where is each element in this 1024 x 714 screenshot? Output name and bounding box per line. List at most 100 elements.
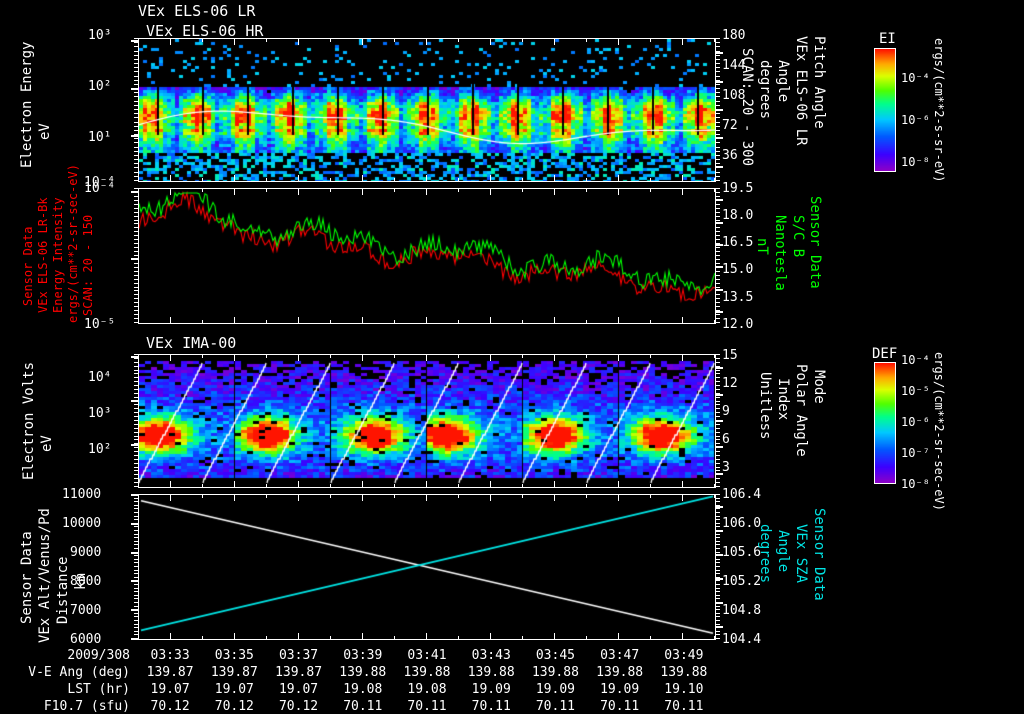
axis-tick xyxy=(716,606,720,607)
axis-tick xyxy=(134,76,138,77)
axis-tick xyxy=(131,494,138,496)
panel3-y2tick-0: 15 xyxy=(722,348,738,363)
panel4-right-label-3: Angle xyxy=(775,530,791,573)
axis-tick xyxy=(134,105,138,106)
axis-tick xyxy=(716,394,723,396)
panel2-right-label-3: Nanotesla xyxy=(772,215,788,291)
axis-tick xyxy=(586,188,587,192)
axis-tick xyxy=(586,320,587,324)
axis-tick xyxy=(134,109,138,110)
axis-tick xyxy=(134,478,138,479)
axis-tick xyxy=(202,178,203,182)
axis-tick xyxy=(522,484,523,488)
axis-tick xyxy=(330,178,331,182)
bottom-cell-f107-1: 70.12 xyxy=(214,699,254,714)
axis-tick xyxy=(716,287,720,288)
axis-tick xyxy=(716,275,720,276)
axis-tick xyxy=(716,55,720,56)
axis-tick xyxy=(234,188,235,195)
axis-tick xyxy=(134,443,138,444)
axis-tick xyxy=(716,142,720,143)
colorbar1 xyxy=(874,48,896,172)
axis-tick xyxy=(134,294,138,295)
axis-tick xyxy=(716,63,720,64)
bottom-cell-lst-1: 19.07 xyxy=(214,682,254,697)
bottom-row-label-f107: F10.7 (sfu) xyxy=(43,699,130,714)
axis-tick xyxy=(134,208,138,209)
axis-tick xyxy=(134,512,138,513)
axis-tick xyxy=(426,188,427,195)
axis-tick xyxy=(202,38,203,42)
axis-tick xyxy=(134,609,138,610)
axis-tick xyxy=(134,385,138,386)
axis-tick xyxy=(716,467,720,468)
axis-tick xyxy=(716,562,720,563)
axis-tick xyxy=(716,88,720,89)
axis-tick xyxy=(716,389,720,390)
axis-tick xyxy=(134,42,138,43)
bottom-cell-lst-7: 19.09 xyxy=(600,682,640,697)
colorbar2-units: ergs/(cm**2-sr-sec-eV) xyxy=(932,352,946,511)
axis-tick xyxy=(170,188,171,195)
axis-tick xyxy=(716,231,720,232)
axis-tick xyxy=(131,580,138,582)
axis-tick xyxy=(716,459,720,460)
axis-tick xyxy=(716,223,720,224)
axis-tick xyxy=(131,444,138,446)
panel2-left-label-1: Sensor Data xyxy=(21,226,35,306)
axis-tick xyxy=(650,320,651,324)
axis-tick xyxy=(714,494,715,498)
axis-tick xyxy=(134,470,138,471)
axis-tick xyxy=(298,188,299,195)
panel1-ytick-0: 10³ xyxy=(88,28,112,43)
axis-tick xyxy=(716,220,720,221)
axis-tick xyxy=(716,271,720,272)
axis-tick xyxy=(131,609,138,611)
axis-tick xyxy=(134,122,138,123)
panel1-right-label-4: degrees xyxy=(757,60,773,120)
panel3-y2tick-3: 6 xyxy=(722,432,730,447)
axis-tick xyxy=(134,117,138,118)
axis-tick xyxy=(716,526,720,527)
axis-tick xyxy=(134,526,138,527)
axis-tick xyxy=(134,498,138,499)
axis-tick xyxy=(714,636,715,640)
axis-tick xyxy=(426,481,427,488)
axis-tick xyxy=(716,428,720,429)
axis-tick xyxy=(554,188,555,195)
axis-tick xyxy=(490,38,491,45)
axis-tick xyxy=(134,447,138,448)
axis-tick xyxy=(618,494,619,501)
axis-tick xyxy=(134,377,138,378)
axis-tick xyxy=(554,175,555,182)
axis-tick xyxy=(716,537,720,538)
colorbar2-tick-4: 10⁻⁸ xyxy=(901,477,930,491)
axis-tick xyxy=(716,196,720,197)
axis-tick xyxy=(134,188,138,189)
colorbar1-tick-1: 10⁻⁶ xyxy=(901,113,930,127)
axis-tick xyxy=(134,134,138,135)
axis-tick xyxy=(131,356,138,358)
axis-tick xyxy=(134,101,138,102)
axis-tick xyxy=(714,354,715,358)
axis-tick xyxy=(682,188,683,195)
panel1-left-axis-units: eV xyxy=(37,123,53,140)
axis-tick xyxy=(134,306,138,307)
bottom-cell-ve-ang-1: 139.87 xyxy=(210,665,258,680)
axis-tick xyxy=(134,130,138,131)
panel4-right-label-1: Sensor Data xyxy=(811,508,827,601)
axis-tick xyxy=(716,306,720,307)
bottom-cell-time-2: 03:37 xyxy=(278,648,319,663)
axis-tick xyxy=(134,92,138,93)
axis-tick xyxy=(134,634,138,635)
axis-tick xyxy=(716,578,723,580)
axis-tick xyxy=(134,84,138,85)
axis-tick xyxy=(716,602,723,604)
axis-tick xyxy=(426,317,427,324)
bottom-cell-f107-6: 70.11 xyxy=(535,699,575,714)
axis-tick xyxy=(202,188,203,192)
axis-tick xyxy=(522,178,523,182)
axis-tick xyxy=(298,317,299,324)
axis-tick xyxy=(266,484,267,488)
axis-tick xyxy=(716,404,720,405)
